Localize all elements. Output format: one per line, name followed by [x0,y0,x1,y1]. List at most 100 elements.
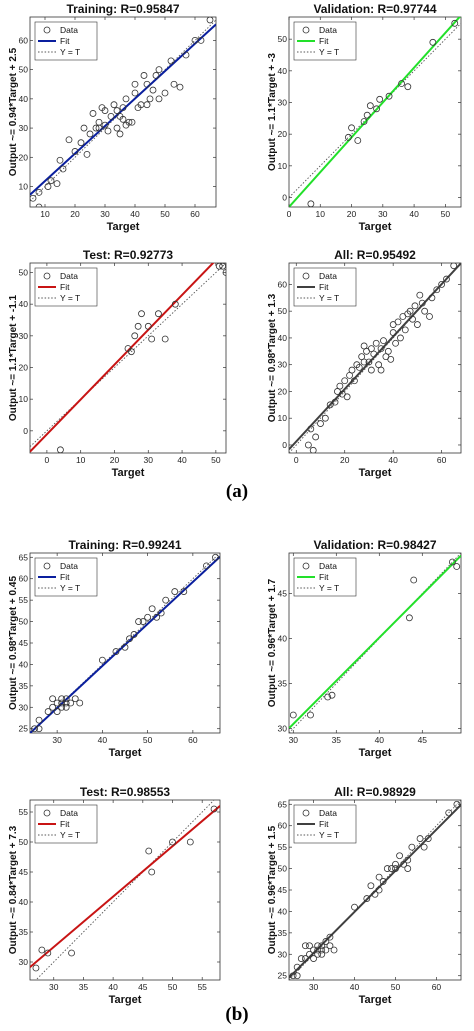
data-point [143,101,151,109]
fit-line [289,554,461,730]
y-tick-label: 50 [278,864,288,874]
data-point [384,347,392,355]
data-point [404,856,412,864]
data-point [330,946,338,954]
data-point [314,946,322,954]
data-point [146,95,154,103]
data-point [35,716,43,724]
fit-line [30,555,220,733]
legend-entry: Fit [60,572,70,582]
y-tick-label: 60 [19,35,29,45]
x-tick-label: 40 [177,455,187,465]
x-tick-label: 20 [110,455,120,465]
data-point [169,838,176,846]
y-tick-label: 65 [278,799,288,809]
data-point [92,124,100,132]
data-point [428,294,436,302]
data-point [410,576,418,584]
x-tick-label: 50 [391,982,401,992]
legend-entry: Y = T [319,583,339,593]
data-point [348,366,356,374]
plot-content [289,800,461,980]
plot-content [30,263,226,453]
x-axis-label: Target [359,221,392,233]
data-point [161,89,169,97]
data-point [127,348,135,356]
y-axis-label: Output ~= 1.1*Target + -1.1 [8,294,19,421]
data-point [104,127,112,135]
data-point [134,322,142,330]
data-point [98,656,106,664]
data-point [182,51,190,59]
x-tick-label: 0 [287,209,292,219]
data-point [379,878,387,885]
data-point [328,691,336,699]
data-point [49,703,57,711]
data-point [355,363,363,371]
data-point [107,112,115,120]
plot-content [30,17,216,207]
y-axis-label: Output ~= 0.98*Target + 1.3 [267,293,278,422]
data-point [95,118,103,126]
data-point [370,350,378,358]
y-tick-label: 55 [19,807,29,817]
x-axis-label: Target [359,467,392,479]
data-point [318,942,326,950]
data-point [170,80,178,88]
data-point [49,695,57,703]
data-point [293,972,301,980]
panel-7: 30 35 40 45 50 55 30 35 40 45 50 55 Test: R=0.98553 T… [8,785,221,1006]
data-point [58,703,66,711]
y-tick-label: 60 [278,279,288,289]
data-point [394,318,402,326]
y-tick-label: 50 [19,837,29,847]
data-point [58,699,66,707]
data-point [62,703,70,711]
data-point [363,111,371,119]
y-tick-label: 10 [19,182,29,192]
data-point [67,699,75,707]
y-tick-label: 65 [19,552,29,562]
data-point [44,949,52,957]
data-point [76,699,84,707]
plot-content [289,17,461,207]
data-point [119,104,127,112]
x-tick-label: 30 [144,455,154,465]
y-tick-label: 20 [19,363,29,373]
data-point [47,177,55,185]
data-point [310,955,317,962]
y-tick-label: 35 [19,681,29,691]
data-point [53,708,61,715]
data-point [110,101,118,109]
chart-title: Test: R=0.98553 [80,785,170,799]
data-point [307,425,315,433]
data-point [380,337,387,345]
data-point [401,326,409,334]
x-tick-label: 35 [332,735,342,745]
x-tick-label: 30 [289,735,299,745]
data-point [32,964,40,972]
data-point [101,121,109,129]
y-tick-label: 20 [278,129,288,139]
panel-8: 30 40 50 60 25 30 35 40 45 50 55 60 65 All: R=0.98929… [267,785,462,1006]
y-axis-label: Output ~= 0.84*Target + 7.3 [8,825,19,954]
data-point [155,310,162,318]
data-point [62,699,70,707]
data-point [348,124,355,132]
legend-data-marker [43,26,51,34]
data-point [409,315,416,323]
data-point [210,805,218,813]
data-point [30,194,37,202]
data-point [297,955,305,962]
legend-entry: Y = T [60,830,80,840]
data-point [77,139,85,147]
y-axis-label: Output ~= 0.96*Target + 1.7 [267,578,278,707]
legend-entry: Y = T [319,47,339,57]
y-tick-label: 40 [19,299,29,309]
data-point [38,946,46,954]
x-tick-label: 10 [316,209,326,219]
fit-line [289,263,461,451]
x-axis-label: Target [359,994,392,1006]
